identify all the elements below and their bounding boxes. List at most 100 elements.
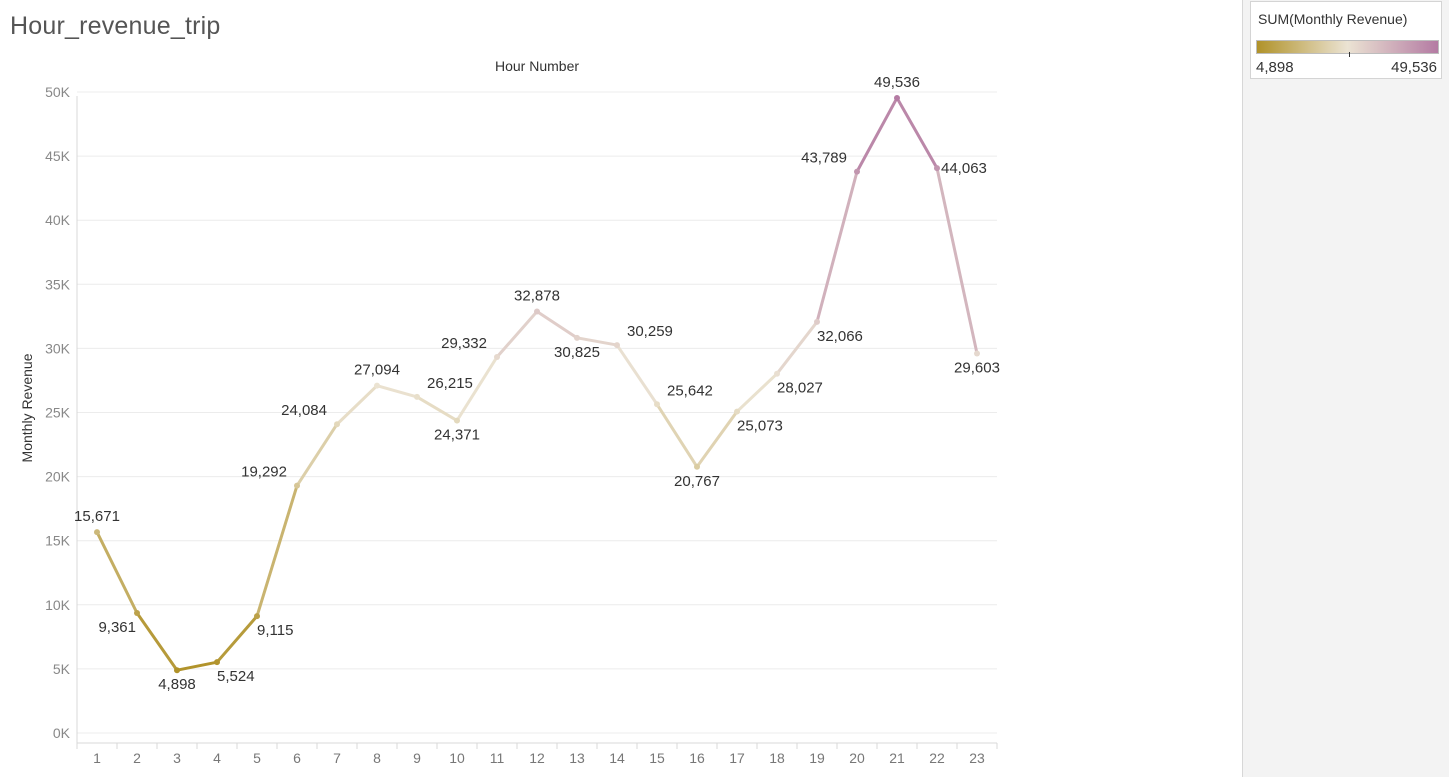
chart-title: Hour Number	[495, 58, 579, 74]
x-tick-label: 16	[689, 750, 705, 766]
line-segment	[775, 320, 819, 376]
data-label: 4,898	[158, 676, 196, 693]
line-segment	[815, 170, 859, 324]
x-tick-label: 13	[569, 750, 585, 766]
x-tick-label: 14	[609, 750, 625, 766]
data-label: 32,066	[817, 328, 863, 345]
y-tick-label: 10K	[45, 597, 71, 613]
line-segment	[575, 336, 619, 347]
x-tick-label: 17	[729, 750, 745, 766]
data-label: 25,073	[737, 418, 783, 435]
legend-color-ramp	[1256, 40, 1439, 54]
y-tick-label: 50K	[45, 84, 71, 100]
data-point[interactable]	[694, 463, 700, 470]
line-segment	[535, 310, 579, 340]
y-axis-title: Monthly Revenue	[19, 353, 35, 462]
data-point[interactable]	[414, 393, 420, 400]
data-label: 49,536	[874, 74, 920, 91]
right-panel: SUM(Monthly Revenue) 4,898 49,536	[1242, 0, 1449, 777]
data-point[interactable]	[374, 382, 380, 389]
y-tick-label: 40K	[45, 212, 71, 228]
x-tick-label: 12	[529, 750, 545, 766]
line-segment	[855, 96, 899, 174]
line-segment	[895, 96, 939, 170]
data-point[interactable]	[454, 417, 460, 424]
data-point[interactable]	[854, 168, 860, 175]
data-point[interactable]	[934, 165, 940, 172]
data-label: 44,063	[941, 160, 987, 177]
x-tick-label: 7	[333, 750, 341, 766]
x-tick-label: 6	[293, 750, 301, 766]
line-segment	[255, 484, 299, 618]
data-label: 43,789	[801, 150, 847, 167]
sheet-title: Hour_revenue_trip	[10, 12, 221, 40]
data-point[interactable]	[94, 529, 100, 536]
line-segment	[375, 384, 419, 399]
y-tick-label: 25K	[45, 405, 71, 421]
data-label: 19,292	[241, 464, 287, 481]
data-label: 9,361	[98, 619, 136, 636]
x-tick-label: 10	[449, 750, 465, 766]
line-segment	[735, 372, 779, 414]
x-tick-label: 21	[889, 750, 905, 766]
data-label: 30,259	[627, 323, 673, 340]
data-label: 29,603	[954, 359, 1000, 376]
y-tick-label: 45K	[45, 148, 71, 164]
line-segment	[455, 355, 499, 423]
line-segment	[175, 660, 219, 672]
x-tick-label: 2	[133, 750, 141, 766]
data-point[interactable]	[534, 308, 540, 315]
x-tick-label: 8	[373, 750, 381, 766]
x-tick-label: 20	[849, 750, 865, 766]
data-point[interactable]	[614, 342, 620, 349]
data-label: 5,524	[217, 668, 255, 685]
line-segment	[495, 310, 539, 359]
data-label: 29,332	[441, 335, 487, 352]
data-label: 26,215	[427, 375, 473, 392]
data-point[interactable]	[294, 482, 300, 489]
x-tick-label: 11	[490, 750, 505, 766]
data-point[interactable]	[494, 353, 500, 360]
data-point[interactable]	[254, 613, 260, 620]
y-tick-label: 30K	[45, 340, 71, 356]
line-segment	[135, 611, 179, 672]
line-segment	[695, 410, 739, 469]
y-tick-label: 5K	[53, 661, 71, 677]
data-point[interactable]	[334, 421, 340, 428]
line-segment	[215, 614, 259, 664]
data-point[interactable]	[134, 609, 140, 616]
data-label: 24,371	[434, 427, 480, 444]
data-point[interactable]	[774, 370, 780, 377]
data-label: 25,642	[667, 382, 713, 399]
data-label: 30,825	[554, 344, 600, 361]
y-tick-label: 0K	[53, 725, 71, 741]
line-segment	[655, 402, 699, 469]
x-tick-label: 9	[413, 750, 421, 766]
data-label: 15,671	[74, 508, 120, 525]
legend-max-label: 49,536	[1391, 59, 1437, 76]
x-tick-label: 15	[649, 750, 665, 766]
data-point[interactable]	[654, 401, 660, 408]
x-tick-label: 4	[213, 750, 221, 766]
data-point[interactable]	[734, 408, 740, 415]
line-segment	[95, 530, 139, 615]
data-point[interactable]	[214, 659, 220, 666]
data-label: 24,084	[281, 402, 327, 419]
color-legend[interactable]: SUM(Monthly Revenue) 4,898 49,536	[1250, 1, 1442, 79]
legend-min-label: 4,898	[1256, 59, 1294, 76]
legend-title: SUM(Monthly Revenue)	[1258, 11, 1408, 27]
line-segment	[335, 384, 379, 426]
data-point[interactable]	[574, 334, 580, 341]
line-segment	[615, 343, 659, 406]
line-segment	[935, 166, 979, 355]
line-segment	[295, 422, 339, 488]
data-point[interactable]	[894, 94, 900, 101]
data-label: 9,115	[257, 622, 293, 639]
data-label: 27,094	[354, 362, 400, 379]
data-point[interactable]	[814, 318, 820, 325]
line-segment	[415, 395, 459, 423]
data-point[interactable]	[974, 350, 980, 357]
data-point[interactable]	[174, 667, 180, 674]
x-tick-label: 1	[93, 750, 101, 766]
